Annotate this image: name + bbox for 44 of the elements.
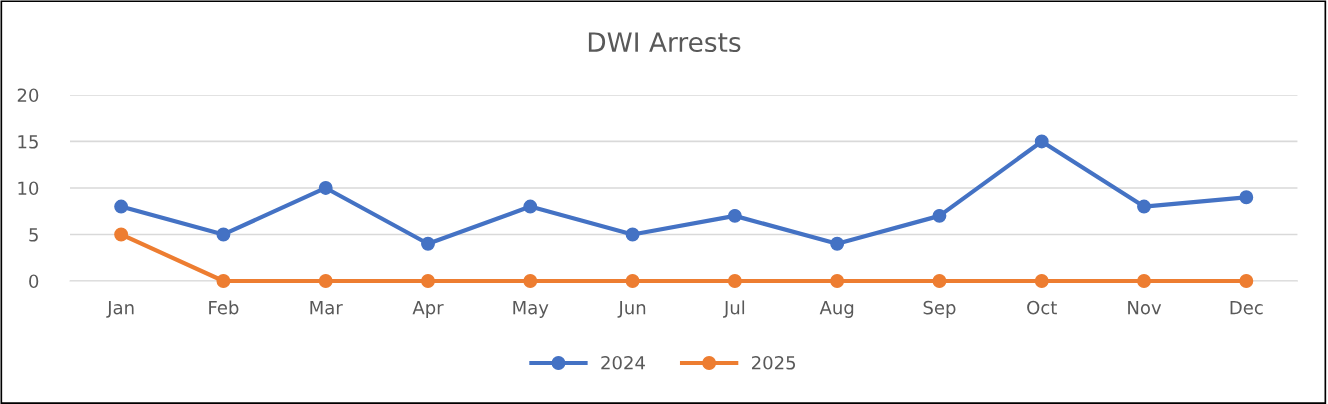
x-tick-label: Feb (209, 300, 239, 315)
point (1239, 274, 1254, 288)
legend-label: 2025 (751, 355, 796, 370)
x-tick-label: Jun (617, 300, 646, 318)
x-tick-label: Sep (923, 300, 956, 318)
point (216, 227, 231, 242)
x-tick-label: Dec (1230, 300, 1263, 315)
point (114, 199, 129, 214)
x-tick-label: Oct (1027, 300, 1057, 315)
point (421, 236, 435, 251)
point (1137, 199, 1151, 214)
chart-title: DWI Arrests (588, 32, 741, 53)
point (216, 274, 231, 288)
point (1034, 274, 1049, 288)
y-tick-label: 15 (18, 135, 38, 149)
point (830, 274, 845, 288)
x-tick-label: Aug (819, 300, 854, 318)
point (830, 236, 845, 251)
y-tick-label: 20 (17, 88, 39, 103)
point (114, 227, 129, 242)
point (932, 208, 947, 223)
x-tick-label: Jan (106, 300, 134, 318)
legend-label: 2024 (601, 355, 645, 370)
x-tick-label: May (513, 300, 549, 318)
point (1034, 134, 1049, 149)
point (318, 274, 333, 288)
point (523, 199, 538, 214)
point (318, 181, 333, 195)
point (727, 208, 742, 223)
point (1239, 190, 1254, 205)
x-tick-label: Nov (1128, 300, 1162, 315)
point (421, 274, 435, 288)
point (523, 274, 538, 288)
point (932, 274, 947, 288)
x-tick-label: Jul (723, 300, 745, 318)
y-tick-label: 10 (18, 181, 39, 196)
point (727, 274, 742, 288)
x-tick-label: Apr (412, 300, 444, 318)
point (625, 274, 640, 288)
point (1137, 274, 1151, 288)
x-tick-label: Mar (310, 300, 343, 315)
point (625, 227, 640, 242)
y-tick-label: 5 (29, 228, 38, 242)
y-tick-label: 0 (29, 274, 39, 289)
